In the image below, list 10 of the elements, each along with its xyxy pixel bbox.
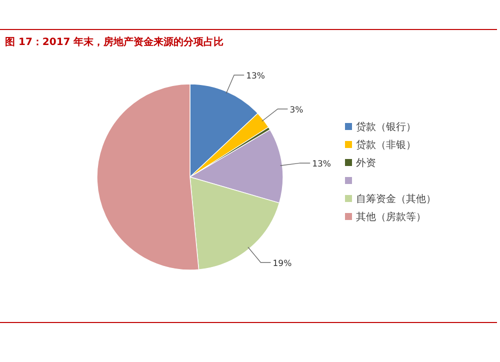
data-label: 13%: [246, 72, 265, 82]
data-label: 13%: [312, 160, 332, 170]
legend-label: 自筹资金（其他）: [356, 193, 436, 205]
legend-label: 外资: [356, 157, 376, 169]
legend-label: 贷款（非银）: [356, 139, 416, 151]
legend-label: 贷款（银行）: [356, 121, 416, 133]
data-label: 19%: [272, 259, 292, 270]
data-label: 3%: [290, 105, 304, 116]
chart-title: 图 17：2017 年末，房地产资金来源的分项占比: [5, 36, 224, 48]
legend-label: 其他（房款等）: [356, 211, 426, 223]
